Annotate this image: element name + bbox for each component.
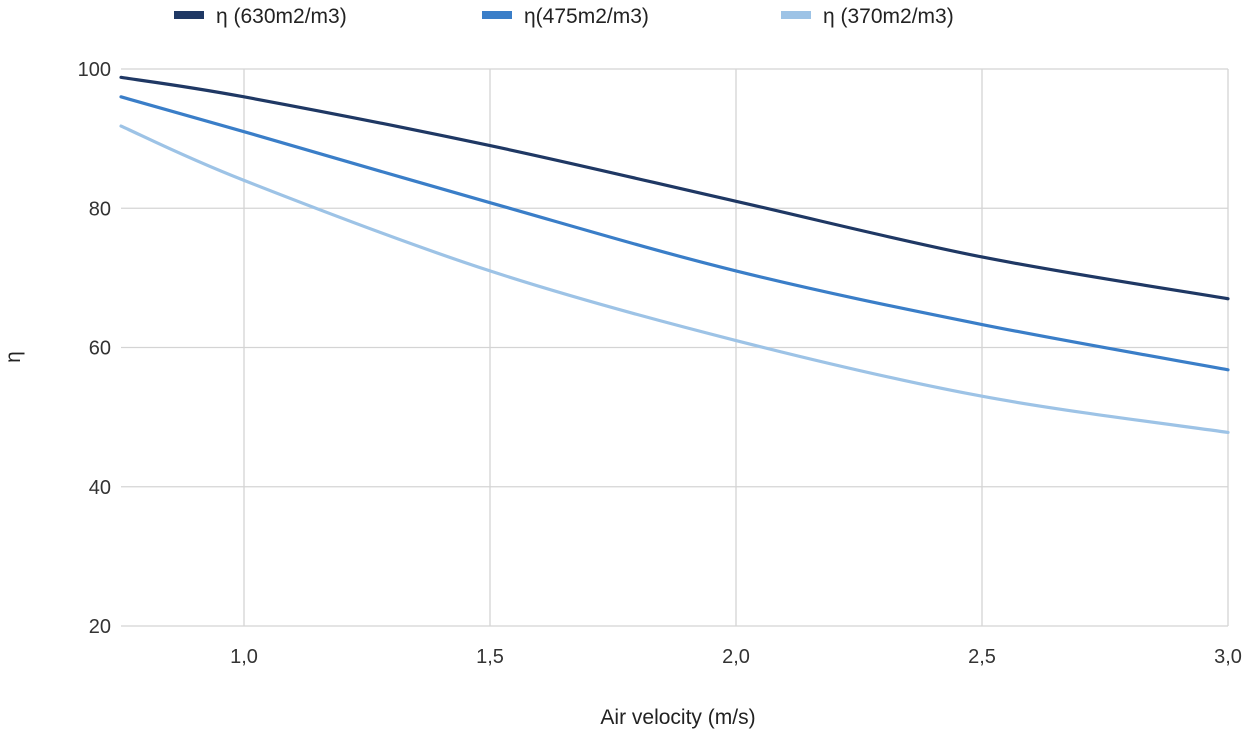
- x-tick-label: 3,0: [1214, 646, 1242, 668]
- legend-swatch-2: [482, 11, 512, 19]
- x-tick-label: 2,0: [722, 646, 750, 668]
- legend-label-2: η(475m2/m3): [524, 5, 649, 28]
- x-tick-label: 1,0: [230, 646, 258, 668]
- grid-lines: [121, 68, 1229, 627]
- x-tick-label: 2,5: [968, 646, 996, 668]
- x-tick-label: 1,5: [476, 646, 504, 668]
- legend-swatch-1: [174, 11, 204, 19]
- y-tick-label: 100: [78, 59, 111, 81]
- legend: η (630m2/m3) η(475m2/m3) η (370m2/m3): [174, 5, 954, 28]
- series-line-1: [119, 75, 1230, 301]
- y-tick-label: 40: [89, 477, 111, 499]
- series-lines: [119, 75, 1230, 435]
- series-line-2: [119, 95, 1230, 372]
- y-tick-labels: 20 40 60 80 100: [78, 59, 111, 638]
- y-axis-title: η: [2, 351, 25, 363]
- legend-label-1: η (630m2/m3): [216, 5, 347, 28]
- y-tick-label: 60: [89, 338, 111, 360]
- x-axis-title: Air velocity (m/s): [600, 706, 755, 729]
- x-tick-labels: 1,0 1,5 2,0 2,5 3,0: [230, 646, 1242, 668]
- legend-label-3: η (370m2/m3): [823, 5, 954, 28]
- series-line-3: [119, 124, 1230, 435]
- y-tick-label: 80: [89, 198, 111, 220]
- legend-swatch-3: [781, 11, 811, 19]
- y-tick-label: 20: [89, 616, 111, 638]
